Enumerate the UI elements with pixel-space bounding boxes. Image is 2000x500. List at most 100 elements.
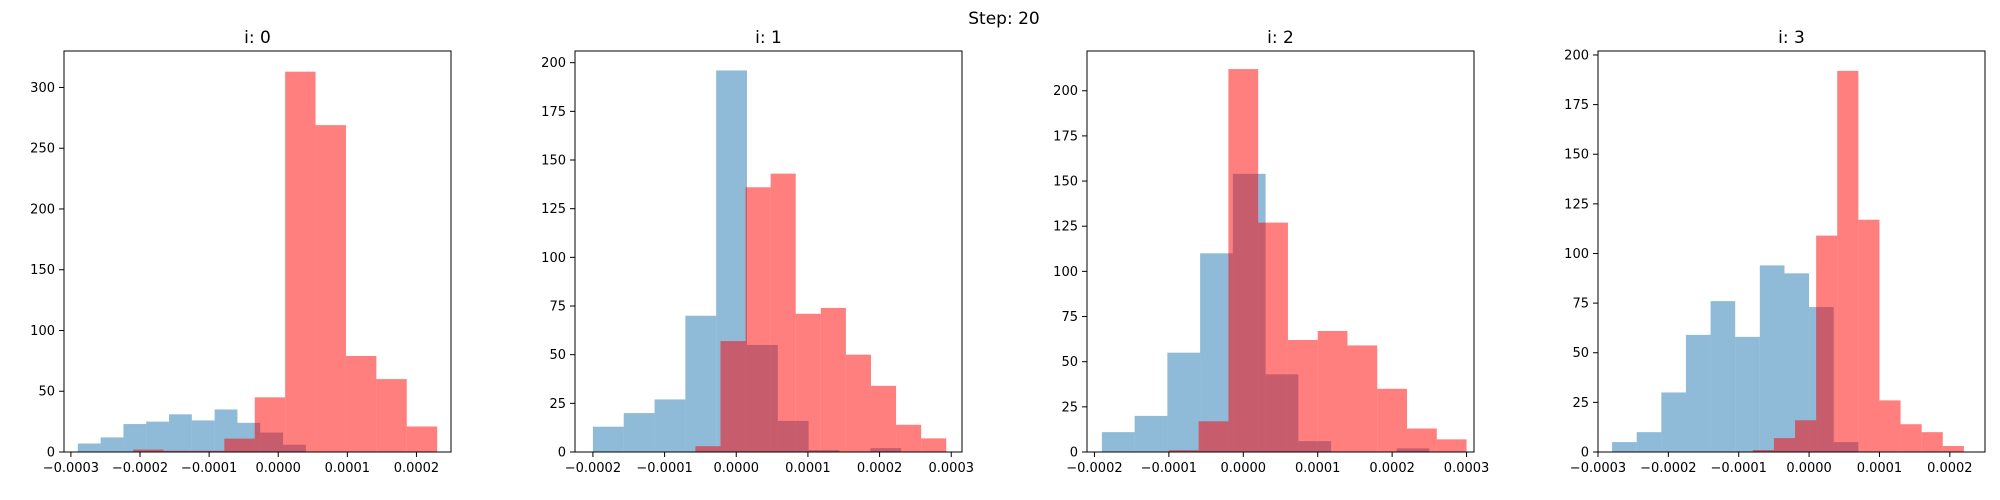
x-tick-label: −0.0002 (1640, 461, 1696, 476)
y-tick-label: 25 (549, 397, 566, 412)
y-tick-label: 100 (1564, 247, 1589, 262)
hist-bar-red (133, 449, 164, 452)
hist-bar-red (1879, 400, 1901, 452)
hist-bar-red (1921, 432, 1943, 452)
subplots: −0.0003 −0.0002 −0.0001 0.0000 0.0001 0.0002 0… (30, 28, 1986, 476)
y-tick-label: 50 (549, 348, 566, 363)
y-tick-label: 25 (1572, 396, 1589, 411)
axes-frame (63, 50, 452, 453)
axes-frame (1086, 50, 1475, 453)
hist-bar-blue (623, 413, 655, 452)
x-tick-label: −0.0002 (112, 461, 168, 476)
x-tick-label: 0.0001 (325, 461, 371, 476)
figure-suptitle: Step: 20 (968, 9, 1039, 29)
hist-bar-red (285, 71, 316, 452)
y-tick-label: 300 (30, 81, 55, 96)
y-tick-label: 200 (30, 202, 55, 217)
y-tick-label: 175 (1564, 98, 1589, 113)
hist-bar-blue (1685, 334, 1711, 452)
y-tick-label: 100 (30, 324, 55, 339)
hist-bar-red (254, 397, 286, 452)
hist-bar-red (1228, 69, 1259, 452)
hist-bar-red (695, 446, 721, 452)
hist-bar-red (1317, 330, 1348, 452)
hist-bar-red (163, 450, 194, 452)
x-tick-label: 0.0000 (714, 461, 760, 476)
hist-bar-red (720, 341, 746, 452)
y-tick-label: 200 (1564, 48, 1589, 63)
x-tick-label: 0.0002 (857, 461, 903, 476)
hist-bar-red (1347, 345, 1378, 452)
hist-bar-blue (1612, 442, 1637, 452)
y-tick-label: 100 (541, 251, 566, 266)
hist-bar-red (1837, 70, 1859, 452)
x-tick-label: −0.0003 (1570, 461, 1626, 476)
y-tick-label: 150 (1564, 148, 1589, 163)
x-tick-label: 0.0003 (929, 461, 975, 476)
subplot-1: −0.0002 −0.0001 0.0000 0.0001 0.0002 0.0003 0 2… (541, 28, 974, 476)
y-tick-label: 0 (1581, 446, 1589, 461)
hist-bar-blue (685, 315, 717, 452)
hist-bar-red (1858, 219, 1880, 452)
y-tick-label: 25 (1061, 400, 1078, 415)
x-tick-label: 0.0000 (1221, 461, 1267, 476)
hist-bar-red (193, 450, 225, 452)
hist-bar-red (845, 354, 871, 452)
hist-bar-blue (123, 424, 147, 452)
hist-bar-blue (1200, 253, 1233, 452)
axes-frame (1597, 50, 1986, 453)
subplot-title: i: 1 (755, 28, 782, 48)
y-tick-label: 150 (30, 263, 55, 278)
x-tick-label: 0.0000 (255, 461, 301, 476)
hist-bar-blue (1710, 301, 1736, 452)
subplot-3: −0.0003 −0.0002 −0.0001 0.0000 0.0001 0.0002 0… (1564, 28, 1986, 476)
hist-bar-blue (100, 437, 124, 452)
y-tick-label: 50 (38, 385, 55, 400)
y-tick-label: 175 (1053, 129, 1078, 144)
hist-bar-red (1942, 446, 1964, 452)
y-tick-label: 50 (1572, 346, 1589, 361)
x-tick-label: −0.0001 (636, 461, 692, 476)
x-tick-label: 0.0002 (1927, 461, 1973, 476)
hist-bar-blue (592, 426, 624, 452)
hist-bar-red (1258, 222, 1288, 452)
x-tick-label: 0.0002 (394, 461, 440, 476)
hist-bar-red (745, 187, 771, 452)
y-tick-label: 125 (541, 202, 566, 217)
hist-bar-red (1287, 340, 1318, 452)
hist-bar-blue (1636, 432, 1662, 452)
hist-bar-blue (77, 443, 101, 452)
y-tick-label: 200 (1053, 84, 1078, 99)
subplot-title: i: 0 (244, 28, 271, 48)
x-tick-label: −0.0001 (1711, 461, 1767, 476)
hist-bar-red (1198, 421, 1229, 452)
hist-bar-red (315, 125, 346, 453)
x-tick-label: −0.0003 (43, 461, 99, 476)
x-tick-label: 0.0002 (1369, 461, 1415, 476)
hist-bar-blue (191, 420, 215, 452)
x-tick-label: 0.0001 (1295, 461, 1341, 476)
y-tick-label: 100 (1053, 265, 1078, 280)
hist-bar-blue (1759, 265, 1785, 452)
y-tick-label: 50 (1061, 355, 1078, 370)
hist-bar-red (1436, 439, 1467, 452)
hist-bar-blue (169, 414, 192, 452)
y-tick-label: 175 (541, 105, 566, 120)
hist-bar-red (1773, 438, 1796, 452)
hist-bar-blue (1101, 432, 1135, 452)
hist-bar-red (1900, 424, 1922, 452)
x-tick-label: −0.0002 (565, 461, 621, 476)
hist-bar-blue (1735, 336, 1760, 452)
y-tick-label: 150 (1053, 175, 1078, 190)
hist-bar-blue (1167, 352, 1201, 452)
x-tick-label: 0.0003 (1444, 461, 1490, 476)
hist-bar-red (1752, 450, 1774, 452)
subplot-title: i: 2 (1267, 28, 1294, 48)
hist-bar-red (1407, 428, 1437, 452)
hist-bar-red (406, 426, 438, 452)
hist-bar-red (820, 307, 846, 452)
subplot-title: i: 3 (1778, 28, 1805, 48)
y-tick-label: 200 (541, 56, 566, 71)
axes-frame (574, 50, 963, 453)
y-tick-label: 75 (1061, 310, 1078, 325)
